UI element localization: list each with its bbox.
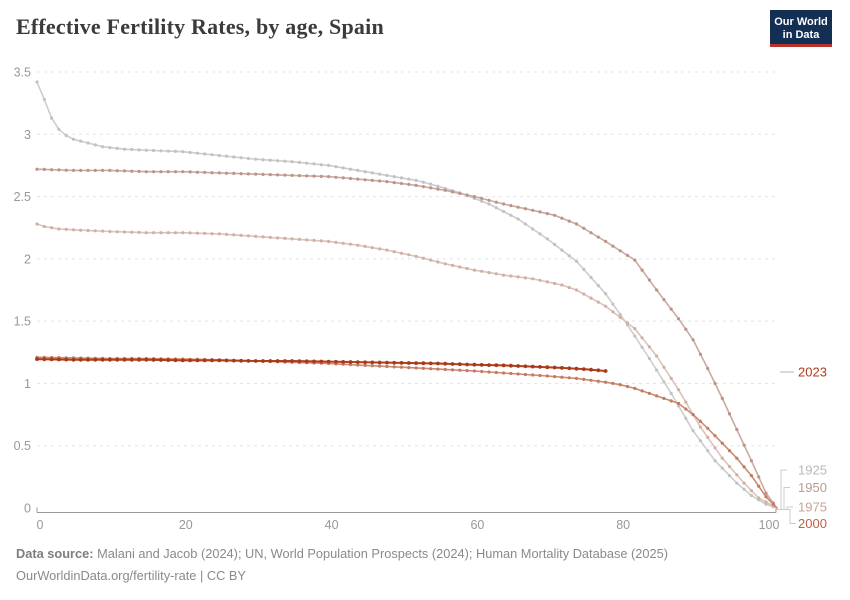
y-tick-label-2.5: 2.5 bbox=[14, 190, 31, 204]
series-dots-2000 bbox=[35, 355, 775, 506]
series-line-1925[interactable] bbox=[36, 81, 778, 509]
legend-label-1925[interactable]: 1925 bbox=[798, 463, 827, 478]
series-line-1950[interactable] bbox=[36, 168, 778, 509]
x-tick-label-0: 0 bbox=[37, 518, 44, 532]
series-dots-2023 bbox=[35, 357, 608, 373]
y-tick-label-1: 1 bbox=[24, 377, 31, 391]
series-dots-1975 bbox=[35, 222, 775, 508]
data-source-text: Malani and Jacob (2024); UN, World Popul… bbox=[93, 546, 669, 561]
y-tick-label-2: 2 bbox=[24, 252, 31, 266]
x-tick-label-20: 20 bbox=[179, 518, 193, 532]
legend-label-1975[interactable]: 1975 bbox=[798, 500, 827, 515]
y-tick-label-0: 0 bbox=[24, 502, 31, 516]
x-tick-label-60: 60 bbox=[470, 518, 484, 532]
y-tick-label-3.5: 3.5 bbox=[14, 66, 31, 80]
x-tick-label-80: 80 bbox=[616, 518, 630, 532]
series-line-1975[interactable] bbox=[36, 223, 778, 509]
data-source-line: Data source: Malani and Jacob (2024); UN… bbox=[16, 546, 668, 561]
x-tick-label-100: 100 bbox=[759, 518, 780, 532]
y-tick-label-1.5: 1.5 bbox=[14, 315, 31, 329]
owid-logo[interactable]: Our World in Data bbox=[770, 10, 832, 47]
label-bracket-1925 bbox=[777, 469, 787, 510]
label-bracket-1950 bbox=[777, 487, 790, 510]
footer-link[interactable]: OurWorldinData.org/fertility-rate | CC B… bbox=[16, 568, 246, 583]
series-line-2000[interactable] bbox=[36, 356, 778, 509]
label-bracket-2000 bbox=[777, 509, 796, 524]
y-tick-label-0.5: 0.5 bbox=[14, 439, 31, 453]
legend-label-1950[interactable]: 1950 bbox=[798, 480, 827, 495]
legend-label-2000[interactable]: 2000 bbox=[798, 516, 827, 531]
data-source-label: Data source: bbox=[16, 546, 94, 561]
series-dots-1950 bbox=[35, 167, 775, 505]
owid-logo-line2: in Data bbox=[782, 29, 820, 41]
owid-logo-line1: Our World bbox=[774, 16, 828, 28]
page-title: Effective Fertility Rates, by age, Spain bbox=[16, 14, 384, 39]
y-tick-label-3: 3 bbox=[24, 128, 31, 142]
x-tick-label-40: 40 bbox=[325, 518, 339, 532]
series-dots-1925 bbox=[35, 80, 775, 509]
legend-label-2023[interactable]: 2023 bbox=[798, 365, 827, 380]
